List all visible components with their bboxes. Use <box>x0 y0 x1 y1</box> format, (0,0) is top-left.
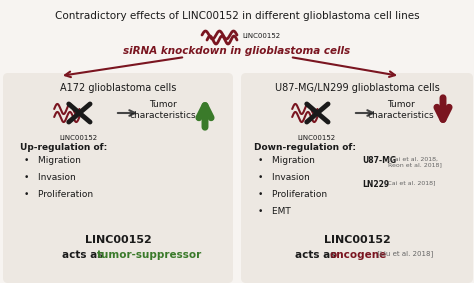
FancyBboxPatch shape <box>241 73 473 283</box>
Text: •   Proliferation: • Proliferation <box>258 190 327 199</box>
Text: •   Invasion: • Invasion <box>258 173 310 182</box>
Text: Up-regulation of:: Up-regulation of: <box>20 143 107 152</box>
Text: •   Invasion: • Invasion <box>24 173 76 182</box>
Text: [Cai et al. 2018,
Reon et al. 2018]: [Cai et al. 2018, Reon et al. 2018] <box>388 156 442 168</box>
Text: U87-MG: U87-MG <box>362 156 396 165</box>
Text: Down-regulation of:: Down-regulation of: <box>254 143 356 152</box>
Text: LINC00152: LINC00152 <box>324 235 391 245</box>
Text: •   Migration: • Migration <box>258 156 315 165</box>
Text: LINC00152: LINC00152 <box>85 235 151 245</box>
Text: LINC00152: LINC00152 <box>59 135 97 141</box>
Text: tumor-suppressor: tumor-suppressor <box>97 250 202 260</box>
Text: acts as: acts as <box>62 250 107 260</box>
Text: Tumor
characteristics: Tumor characteristics <box>368 100 434 120</box>
FancyBboxPatch shape <box>3 73 233 283</box>
Text: LINC00152: LINC00152 <box>297 135 335 141</box>
Text: Contradictory effects of LINC00152 in different glioblastoma cell lines: Contradictory effects of LINC00152 in di… <box>55 11 419 21</box>
Text: oncogene: oncogene <box>330 250 387 260</box>
Text: [Cai et al. 2018]: [Cai et al. 2018] <box>385 180 436 185</box>
Text: U87-MG/LN299 glioblastoma cells: U87-MG/LN299 glioblastoma cells <box>274 83 439 93</box>
Text: Tumor
characteristics: Tumor characteristics <box>130 100 196 120</box>
Text: LINC00152: LINC00152 <box>242 33 280 39</box>
Text: •   EMT: • EMT <box>258 207 291 216</box>
Text: [Liu et al. 2018]: [Liu et al. 2018] <box>375 250 433 257</box>
Text: A172 glioblastoma cells: A172 glioblastoma cells <box>60 83 176 93</box>
Text: •   Proliferation: • Proliferation <box>24 190 93 199</box>
Text: siRNA knockdown in glioblastoma cells: siRNA knockdown in glioblastoma cells <box>123 46 351 56</box>
Text: •   Migration: • Migration <box>24 156 81 165</box>
Text: acts as: acts as <box>295 250 340 260</box>
Text: LN229: LN229 <box>362 180 389 189</box>
